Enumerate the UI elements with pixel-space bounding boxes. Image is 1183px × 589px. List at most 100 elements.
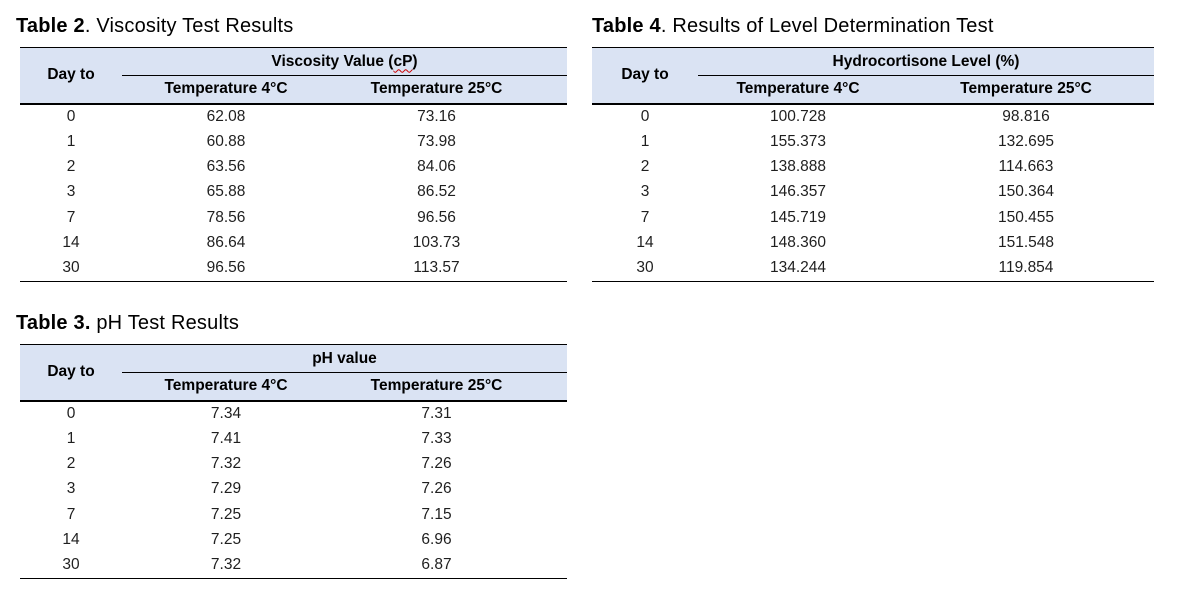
table-cell: 0 [66,107,76,125]
table-cell: 30 [62,556,80,574]
table-row: 1 60.88 73.98 [20,129,567,154]
table4-caption: Table 4. Results of Level Determination … [592,14,1154,38]
table-cell: 7.26 [421,480,452,498]
table-cell: 96.56 [206,259,246,277]
table-cell: 145.719 [769,208,827,226]
table-cell: 3 [66,480,76,498]
table-row: 3 146.357 150.364 [592,180,1154,205]
table-cell: 3 [640,183,650,201]
table-cell: 7.31 [421,404,452,422]
day-to-header: Day to [20,47,122,105]
table-cell: 2 [640,157,650,175]
table-row: 1 155.373 132.695 [592,129,1154,154]
table-cell: 7.34 [210,404,242,422]
ph-table: Day to pH value Temperature 4°C Temperat… [20,344,567,579]
table-cell: 155.373 [769,132,827,150]
table-cell: 0 [66,404,76,422]
table-row: 2 63.56 84.06 [20,154,567,179]
table-cell: 1 [66,429,76,447]
table-cell: 150.455 [997,208,1055,226]
table-cell: 96.56 [417,208,456,226]
table-cell: 7.15 [421,505,452,523]
table-row: 0 7.34 7.31 [20,401,567,426]
temp4-header: Temperature 4°C [698,75,898,105]
table-cell: 7.26 [421,454,452,472]
table-cell: 7.25 [210,531,242,549]
temp4-header: Temperature 4°C [122,372,330,402]
table-cell: 65.88 [206,183,246,201]
table-cell: 30 [636,259,654,277]
table-cell: 138.888 [769,157,827,175]
viscosity-table-section: Table 2. Viscosity Test Results Day to V… [16,14,567,282]
table2-caption-title: . Viscosity Test Results [84,15,294,37]
ph-table-header: Day to pH value Temperature 4°C Temperat… [20,344,567,402]
table-cell: 7 [66,208,76,226]
table-cell: 7 [640,208,650,226]
table-cell: 78.56 [206,208,246,226]
table-row: 30 96.56 113.57 [20,256,567,281]
table-cell: 86.64 [206,234,246,252]
table-cell: 6.87 [421,556,452,574]
table4-caption-title: . Results of Level Determination Test [660,15,994,37]
table-row: 3 65.88 86.52 [20,180,567,205]
table-cell: 63.56 [206,157,246,175]
table3-caption: Table 3. pH Test Results [16,311,567,335]
table-row: 30 134.244 119.854 [592,256,1154,281]
table-row: 14 86.64 103.73 [20,230,567,255]
level-table-section: Table 4. Results of Level Determination … [592,14,1154,282]
table-row: 30 7.32 6.87 [20,553,567,578]
day-to-header: Day to [20,344,122,402]
viscosity-value-spanner-header: Viscosity Value (cP) [122,47,567,76]
table-cell: 7 [66,505,76,523]
table-cell: 14 [62,234,80,252]
day-to-header: Day to [592,47,698,105]
table-row: 2 138.888 114.663 [592,154,1154,179]
table-cell: 2 [66,157,76,175]
spellcheck-squiggle-text: cP [393,52,413,70]
table3-caption-title: pH Test Results [90,312,240,334]
table-cell: 134.244 [769,259,827,277]
table-cell: 86.52 [417,183,456,201]
viscosity-table: Day to Viscosity Value (cP) Temperature … [20,47,567,282]
table-row: 2 7.32 7.26 [20,451,567,476]
viscosity-table-header: Day to Viscosity Value (cP) Temperature … [20,47,567,105]
table-cell: 150.364 [997,183,1055,201]
spanner-text: Hydrocortisone Level (%) [832,52,1020,70]
table-cell: 148.360 [769,234,827,252]
table-cell: 1 [640,132,650,150]
table-row: 14 148.360 151.548 [592,230,1154,255]
table4-caption-number: Table 4 [592,15,661,37]
table-cell: 73.98 [417,132,456,150]
table-row: 14 7.25 6.96 [20,527,567,552]
viscosity-table-body: 0 62.08 73.16 1 60.88 73.98 2 63.56 84.06 3 65.88 8… [20,104,567,282]
table-cell: 7.41 [210,429,242,447]
table-cell: 2 [66,454,76,472]
table2-caption-number: Table 2 [16,15,85,37]
table-cell: 73.16 [417,107,456,125]
spanner-text: Viscosity Value ( [271,52,394,70]
temp25-header: Temperature 25°C [330,75,567,105]
table-cell: 98.816 [1002,107,1050,125]
table2-caption: Table 2. Viscosity Test Results [16,14,567,38]
table-cell: 3 [66,183,76,201]
level-table-header: Day to Hydrocortisone Level (%) Temperat… [592,47,1154,105]
table-cell: 30 [62,259,80,277]
table-cell: 62.08 [206,107,246,125]
table-row: 7 78.56 96.56 [20,205,567,230]
ph-table-section: Table 3. pH Test Results Day to pH value… [16,311,567,579]
level-table-body: 0 100.728 98.816 1 155.373 132.695 2 138.888 114… [592,104,1154,282]
table-cell: 100.728 [769,107,827,125]
table-cell: 113.57 [413,259,460,277]
table-cell: 7.32 [210,556,242,574]
spanner-text: pH value [312,349,377,367]
table-cell: 132.695 [997,132,1055,150]
table-row: 0 100.728 98.816 [592,104,1154,129]
hydrocortisone-level-spanner-header: Hydrocortisone Level (%) [698,47,1154,76]
temp4-header: Temperature 4°C [122,75,330,105]
table-row: 1 7.41 7.33 [20,426,567,451]
ph-table-body: 0 7.34 7.31 1 7.41 7.33 2 7.32 7.26 3 7.29 7.26 7 7.2… [20,401,567,579]
table-cell: 60.88 [206,132,246,150]
table-cell: 114.663 [998,157,1054,175]
table-cell: 146.357 [769,183,827,201]
table-cell: 7.29 [210,480,242,498]
